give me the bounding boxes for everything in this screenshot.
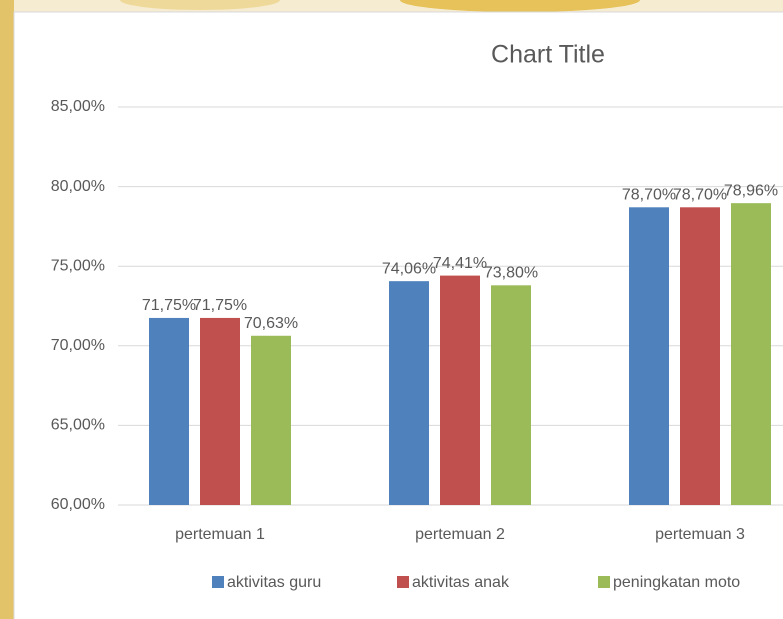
- data-label: 71,75%: [193, 297, 247, 314]
- y-tick-label: 65,00%: [51, 417, 105, 434]
- legend-swatch: [598, 576, 610, 588]
- data-label: 78,70%: [673, 187, 727, 204]
- data-label: 78,70%: [622, 187, 676, 204]
- y-tick-label: 70,00%: [51, 337, 105, 354]
- data-label: 70,63%: [244, 315, 298, 332]
- bar: [491, 285, 531, 505]
- bar: [149, 318, 189, 505]
- x-tick-label: pertemuan 3: [655, 526, 745, 543]
- data-label: 74,06%: [382, 260, 436, 277]
- page: {"chart_data": {"type": "bar", "title": …: [0, 0, 783, 619]
- legend-label: peningkatan moto: [613, 574, 740, 591]
- y-tick-label: 85,00%: [51, 98, 105, 115]
- legend-swatch: [212, 576, 224, 588]
- bar: [680, 207, 720, 505]
- legend-label: aktivitas guru: [227, 574, 321, 591]
- y-tick-label: 80,00%: [51, 178, 105, 195]
- data-label: 78,96%: [724, 182, 778, 199]
- y-tick-label: 75,00%: [51, 257, 105, 274]
- bar: [629, 207, 669, 505]
- chart-title: Chart Title: [491, 41, 605, 69]
- x-tick-label: pertemuan 1: [175, 526, 265, 543]
- bar: [440, 276, 480, 505]
- chart: Chart Title 60,00% 65,00% 70,00% 75,00% 80,0…: [0, 0, 783, 619]
- bar: [731, 203, 771, 505]
- data-label: 74,41%: [433, 255, 487, 272]
- legend-label: aktivitas anak: [412, 574, 510, 591]
- data-label: 71,75%: [142, 297, 196, 314]
- x-tick-label: pertemuan 2: [415, 526, 505, 543]
- bar: [200, 318, 240, 505]
- y-tick-label: 60,00%: [51, 496, 105, 513]
- bar: [251, 336, 291, 505]
- legend-swatch: [397, 576, 409, 588]
- bar: [389, 281, 429, 505]
- data-label: 73,80%: [484, 265, 538, 282]
